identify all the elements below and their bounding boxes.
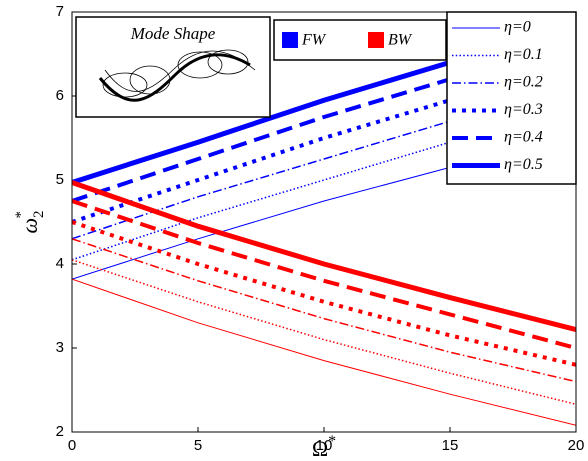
legend-label: η=0	[504, 19, 531, 36]
x-tick-label: 20	[568, 437, 585, 454]
data-line	[72, 278, 576, 426]
y-label-sup: *	[13, 211, 29, 219]
axes: 0 5 10 15 20 2 3 4 5 6 7	[56, 3, 585, 454]
y-tick-label: 7	[56, 3, 64, 20]
legend-swatch	[282, 32, 298, 48]
y-tick-label: 4	[56, 255, 64, 272]
legend-box	[273, 19, 447, 61]
color-legend: FW BW	[273, 19, 447, 61]
plot-frame	[71, 11, 577, 433]
legend-box	[446, 11, 577, 185]
legend-label: BW	[388, 32, 413, 49]
inset-title: Mode Shape	[130, 24, 216, 43]
legend-label: η=0.5	[504, 156, 543, 173]
legend-swatch	[368, 32, 384, 48]
mode-shape-icon	[98, 49, 256, 102]
legend-label: η=0.3	[504, 101, 543, 118]
y-label-sub: 2	[31, 210, 47, 218]
legend-label: η=0.2	[504, 74, 543, 91]
data-line	[72, 180, 576, 332]
y-axis-label: ω2*	[13, 210, 47, 233]
data-line	[72, 238, 576, 383]
legend-label: η=0.4	[504, 129, 543, 146]
y-tick-label: 5	[56, 171, 64, 188]
x-tick-label: 0	[68, 437, 76, 454]
x-tick-label: 5	[194, 437, 202, 454]
x-label-sup: *	[328, 433, 336, 450]
x-tick-label: 10	[316, 437, 333, 454]
style-legend: η=0 η=0.1 η=0.2 η=0.3 η=0.4 η=0.5	[446, 11, 577, 185]
y-tick-label: 3	[56, 339, 64, 356]
y-tick-label: 2	[56, 423, 64, 440]
x-axis-label: Ω*	[312, 433, 336, 461]
legend-label: η=0.1	[504, 46, 543, 63]
x-tick-label: 15	[442, 437, 459, 454]
y-label-symbol: ω	[17, 218, 42, 234]
data-line	[72, 220, 576, 367]
x-label-symbol: Ω	[312, 436, 328, 461]
data-line	[72, 199, 576, 350]
inset: Mode Shape	[75, 16, 271, 118]
y-tick-label: 6	[56, 87, 64, 104]
inset-box	[75, 16, 271, 118]
legend-label: FW	[301, 32, 327, 49]
